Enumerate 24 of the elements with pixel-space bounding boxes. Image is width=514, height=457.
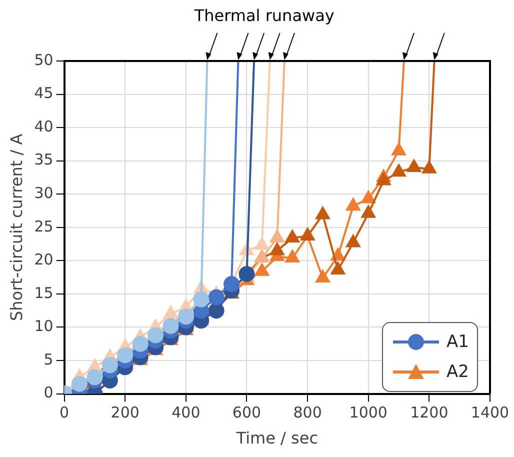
text: Thermal runaway (193, 6, 336, 25)
y-axis-title: Short-circuit current / A (6, 134, 26, 321)
legend-label: A1 (446, 332, 469, 352)
y-tick-label: 30 (34, 184, 54, 202)
y-tick-label: 35 (34, 150, 54, 169)
legend-label: A2 (446, 362, 469, 382)
x-tick-label: 600 (232, 404, 262, 422)
x-axis-title: Time / sec (235, 428, 318, 448)
y-tick-label: 0 (44, 384, 54, 402)
x-tick-label: 800 (293, 404, 322, 422)
y-tick-label: 40 (34, 117, 54, 136)
x-tick-label: 1200 (410, 404, 448, 422)
x-tick-label: 1000 (349, 404, 388, 422)
x-tick-label: 1400 (470, 404, 510, 422)
x-tick-label: 400 (172, 404, 200, 422)
y-tick-label: 5 (44, 350, 54, 368)
y-tick-label: 10 (34, 317, 54, 336)
x-tick-label: 200 (110, 404, 140, 422)
y-tick-label: 25 (34, 217, 54, 236)
x-tick-label: 0 (60, 404, 70, 422)
y-tick-label: 20 (34, 250, 54, 269)
y-tick-label: 50 (34, 50, 54, 69)
y-tick-label: 45 (34, 84, 54, 102)
y-tick-label: 15 (34, 284, 54, 302)
